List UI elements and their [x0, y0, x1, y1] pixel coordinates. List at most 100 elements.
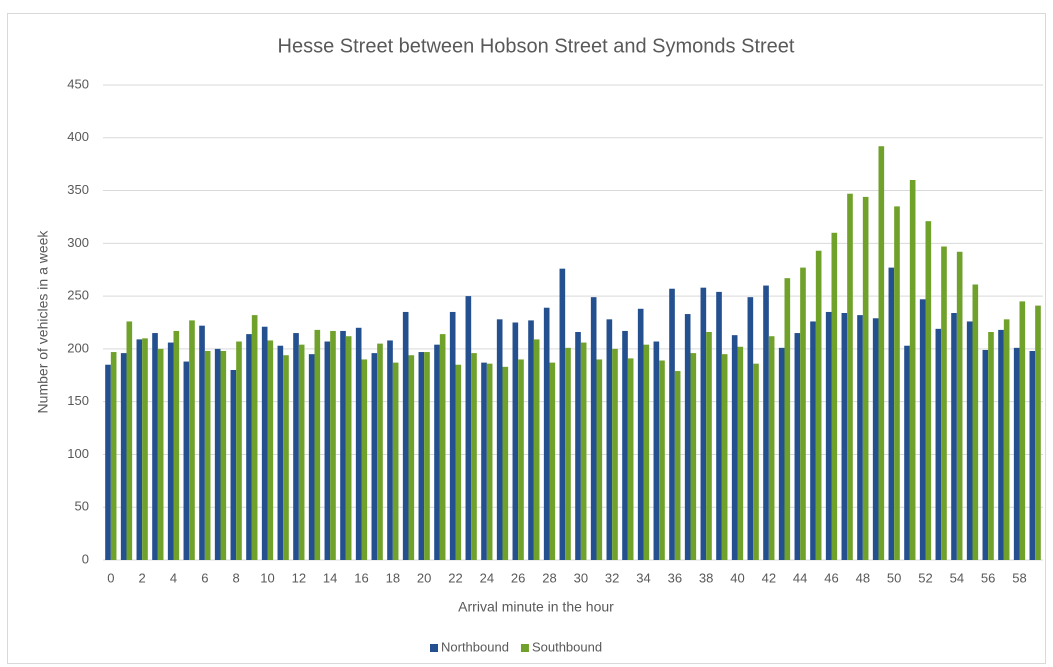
- bar: [330, 330, 336, 560]
- x-axis-title: Arrival minute in the hour: [458, 599, 614, 615]
- bar: [768, 336, 775, 560]
- bar: [815, 250, 822, 560]
- bar: [935, 328, 942, 560]
- bar: [872, 318, 879, 560]
- bar: [669, 288, 675, 560]
- bar: [841, 313, 848, 560]
- bar: [747, 297, 754, 560]
- bar: [684, 314, 691, 560]
- bar: [230, 370, 237, 560]
- x-tick-label: 12: [292, 570, 306, 585]
- bar: [183, 361, 190, 560]
- x-tick-label: 36: [668, 570, 682, 585]
- bar: [700, 287, 707, 560]
- legend-swatch: [520, 644, 529, 652]
- bar: [392, 362, 399, 560]
- bar: [377, 343, 383, 560]
- bar: [737, 346, 744, 560]
- bar: [449, 311, 456, 560]
- y-tick-label: 400: [67, 129, 89, 144]
- bar: [590, 297, 597, 560]
- bar: [345, 336, 352, 560]
- y-tick-label: 350: [67, 182, 89, 197]
- bar: [565, 347, 571, 560]
- bar: [653, 341, 660, 560]
- bar: [308, 354, 315, 560]
- y-axis-title: Number of vehicles in a week: [35, 230, 51, 414]
- x-tick-label: 56: [981, 570, 995, 585]
- bar: [690, 353, 697, 560]
- x-tick-label: 54: [950, 570, 964, 585]
- bar: [236, 341, 242, 560]
- x-tick-label: 34: [636, 570, 650, 585]
- bar: [731, 335, 738, 560]
- x-tick-label: 40: [730, 570, 744, 585]
- y-tick-label: 150: [67, 393, 89, 408]
- bar: [904, 345, 910, 560]
- bar: [847, 193, 853, 560]
- bar: [110, 352, 117, 560]
- bar: [831, 232, 838, 560]
- bar: [857, 315, 863, 560]
- bar: [283, 355, 289, 560]
- legend-label: Southbound: [532, 639, 602, 654]
- x-tick-label: 44: [793, 570, 807, 585]
- bar: [512, 322, 519, 560]
- bar: [371, 353, 378, 560]
- bar: [424, 352, 430, 560]
- bar: [862, 196, 869, 560]
- y-tick-label: 250: [67, 288, 89, 303]
- bar: [152, 333, 158, 560]
- x-tick-label: 30: [574, 570, 588, 585]
- bar: [580, 342, 587, 560]
- x-tick-label: 26: [511, 570, 525, 585]
- bar: [998, 329, 1004, 560]
- bar: [120, 353, 127, 560]
- bar: [518, 359, 524, 560]
- bar: [659, 360, 665, 560]
- bar: [606, 319, 613, 560]
- bar: [455, 364, 462, 560]
- bar: [189, 320, 195, 560]
- x-tick-label: 24: [480, 570, 494, 585]
- bar: [533, 339, 540, 560]
- x-tick-label: 14: [323, 570, 337, 585]
- bar: [465, 296, 472, 560]
- bar: [643, 344, 650, 560]
- y-tick-label: 200: [67, 340, 89, 355]
- x-tick-label: 48: [856, 570, 870, 585]
- x-tick-label: 50: [887, 570, 901, 585]
- bar: [1003, 319, 1010, 560]
- bar: [982, 349, 989, 560]
- bar: [481, 362, 487, 560]
- bar: [972, 284, 979, 560]
- bar: [956, 251, 963, 560]
- bar: [549, 362, 556, 560]
- bar: [439, 334, 446, 560]
- bar: [136, 339, 143, 560]
- bar: [528, 320, 534, 560]
- bar: [706, 332, 712, 560]
- chart-border: [7, 13, 1046, 664]
- chart-title: Hesse Street between Hobson Street and S…: [278, 35, 795, 57]
- x-tick-label: 2: [139, 570, 146, 585]
- bar: [1035, 305, 1041, 560]
- legend-label: Northbound: [441, 639, 509, 654]
- bar: [402, 311, 409, 560]
- bar: [471, 353, 477, 560]
- x-tick-label: 58: [1012, 570, 1026, 585]
- bar: [612, 348, 618, 560]
- x-tick-label: 4: [170, 570, 177, 585]
- bar: [277, 345, 284, 560]
- x-tick-label: 42: [762, 570, 776, 585]
- bar: [167, 342, 174, 560]
- bar: [909, 180, 916, 560]
- x-tick-label: 8: [233, 570, 240, 585]
- bar: [173, 330, 180, 560]
- bar: [387, 340, 393, 560]
- x-tick-label: 0: [107, 570, 114, 585]
- bar: [784, 278, 791, 560]
- bar: [888, 267, 895, 560]
- bar: [324, 341, 331, 560]
